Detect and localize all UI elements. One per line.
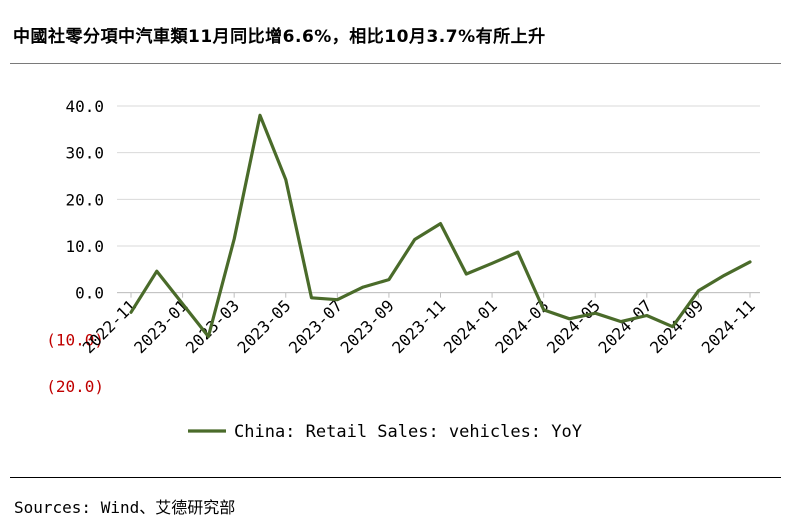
title-divider	[10, 63, 781, 64]
source-divider	[10, 477, 781, 478]
data-point	[258, 114, 262, 117]
x-tick-label: 2024-05	[543, 296, 604, 357]
y-tick-label: 20.0	[65, 190, 104, 209]
y-tick-label: (20.0)	[46, 377, 104, 396]
data-point	[232, 237, 236, 241]
x-tick-label: 2023-09	[337, 296, 398, 357]
legend-label: China: Retail Sales: vehicles: YoY	[234, 422, 582, 442]
data-point	[310, 296, 313, 299]
data-point	[284, 178, 287, 181]
chart-title: 中國社零分項中汽車類11月同比增6.6%，相比10月3.7%有所上升	[13, 27, 546, 47]
data-point	[723, 274, 726, 277]
data-point	[129, 311, 133, 314]
data-point	[568, 317, 571, 320]
x-tick-label: 2024-09	[646, 296, 707, 357]
data-point	[155, 270, 158, 273]
data-point	[387, 278, 391, 281]
data-point	[516, 250, 520, 254]
x-tick-label: 2022-11	[79, 296, 140, 357]
y-tick-label: 10.0	[65, 237, 104, 256]
x-tick-label: 2024-11	[698, 296, 759, 357]
data-point	[413, 238, 416, 241]
x-tick-label: 2023-11	[388, 296, 449, 357]
y-tick-label: 40.0	[65, 97, 104, 116]
data-point	[748, 260, 752, 264]
y-tick-label: 30.0	[65, 144, 104, 163]
data-point	[671, 325, 674, 328]
data-point	[542, 308, 545, 312]
y-axis-ticks: 40.0 30.0 20.0 10.0 0.0 (10.0) (20.0)	[46, 97, 104, 396]
data-point	[181, 302, 184, 306]
data-point	[645, 314, 649, 317]
y-tick-label: 0.0	[75, 284, 104, 303]
data-point	[594, 312, 597, 315]
line-chart: 40.0 30.0 20.0 10.0 0.0 (10.0) (20.0) 2022-11 2…	[46, 97, 760, 442]
legend: China: Retail Sales: vehicles: YoY	[188, 422, 582, 442]
data-point	[207, 335, 210, 338]
y-tick-label: (10.0)	[46, 330, 104, 349]
data-point	[465, 272, 468, 276]
data-point	[490, 262, 494, 265]
data-point	[619, 320, 623, 323]
source-note: Sources: Wind、艾德研究部	[14, 498, 236, 517]
series-line-layer	[129, 113, 752, 339]
data-point	[361, 285, 365, 289]
x-tick-label: 2024-01	[440, 296, 501, 357]
x-tick-label: 2023-05	[233, 296, 294, 357]
gridlines	[117, 105, 760, 294]
x-tick-label: 2024-07	[595, 296, 656, 357]
data-point	[439, 222, 442, 225]
x-tick-label: 2023-07	[285, 296, 346, 357]
data-point	[697, 289, 700, 292]
data-point	[336, 298, 339, 301]
